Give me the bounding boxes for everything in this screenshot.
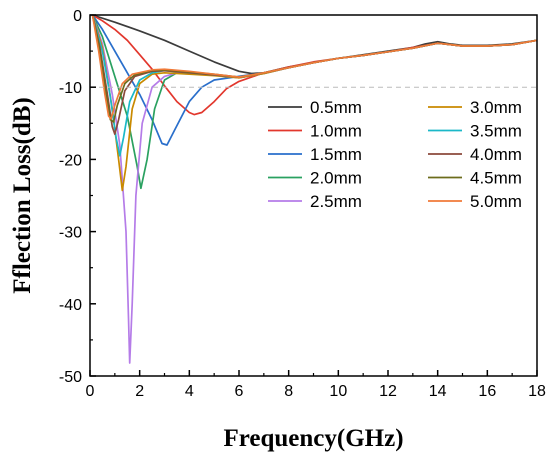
y-tick-label: -30: [59, 225, 82, 242]
legend-label: 1.0mm: [310, 122, 362, 141]
series-line-5-0mm: [91, 14, 538, 120]
legend-label: 0.5mm: [310, 98, 362, 117]
legend: 0.5mm 1.0mm 1.5mm 2.0mm 2.5mm 3.0mm 3.5mm 4.0mm…: [268, 98, 522, 211]
x-tick-label: 2: [135, 383, 144, 400]
legend-label: 3.0mm: [470, 98, 522, 117]
y-tick-label: -40: [59, 297, 82, 314]
legend-label: 2.0mm: [310, 169, 362, 188]
y-tick-label: 0: [73, 8, 82, 25]
x-tick-label: 10: [329, 383, 347, 400]
series-layer: [91, 14, 538, 364]
series-line-0-5mm: [92, 14, 538, 75]
legend-label: 3.5mm: [470, 122, 522, 141]
ticks-layer: 0 2 4 6 8 10 12 14 16 18 0 -10 -20 -30 -40 -50: [59, 8, 546, 400]
x-tick-label: 0: [86, 383, 95, 400]
x-tick-label: 8: [284, 383, 293, 400]
x-tick-label: 6: [235, 383, 244, 400]
legend-label: 1.5mm: [310, 145, 362, 164]
legend-label: 4.5mm: [470, 169, 522, 188]
legend-label: 5.0mm: [470, 192, 522, 211]
y-axis-title: Fflection Loss(dB): [9, 97, 36, 294]
legend-label: 4.0mm: [470, 145, 522, 164]
legend-label: 2.5mm: [310, 192, 362, 211]
x-tick-label: 14: [429, 383, 447, 400]
y-tick-label: -10: [59, 80, 82, 97]
x-axis-title: Frequency(GHz): [223, 425, 403, 452]
series-line-2-5mm: [91, 14, 538, 364]
x-tick-label: 16: [478, 383, 496, 400]
x-tick-label: 4: [185, 383, 194, 400]
x-tick-label: 12: [379, 383, 397, 400]
y-tick-label: -50: [59, 369, 82, 386]
x-tick-label: 18: [528, 383, 546, 400]
y-tick-label: -20: [59, 152, 82, 169]
